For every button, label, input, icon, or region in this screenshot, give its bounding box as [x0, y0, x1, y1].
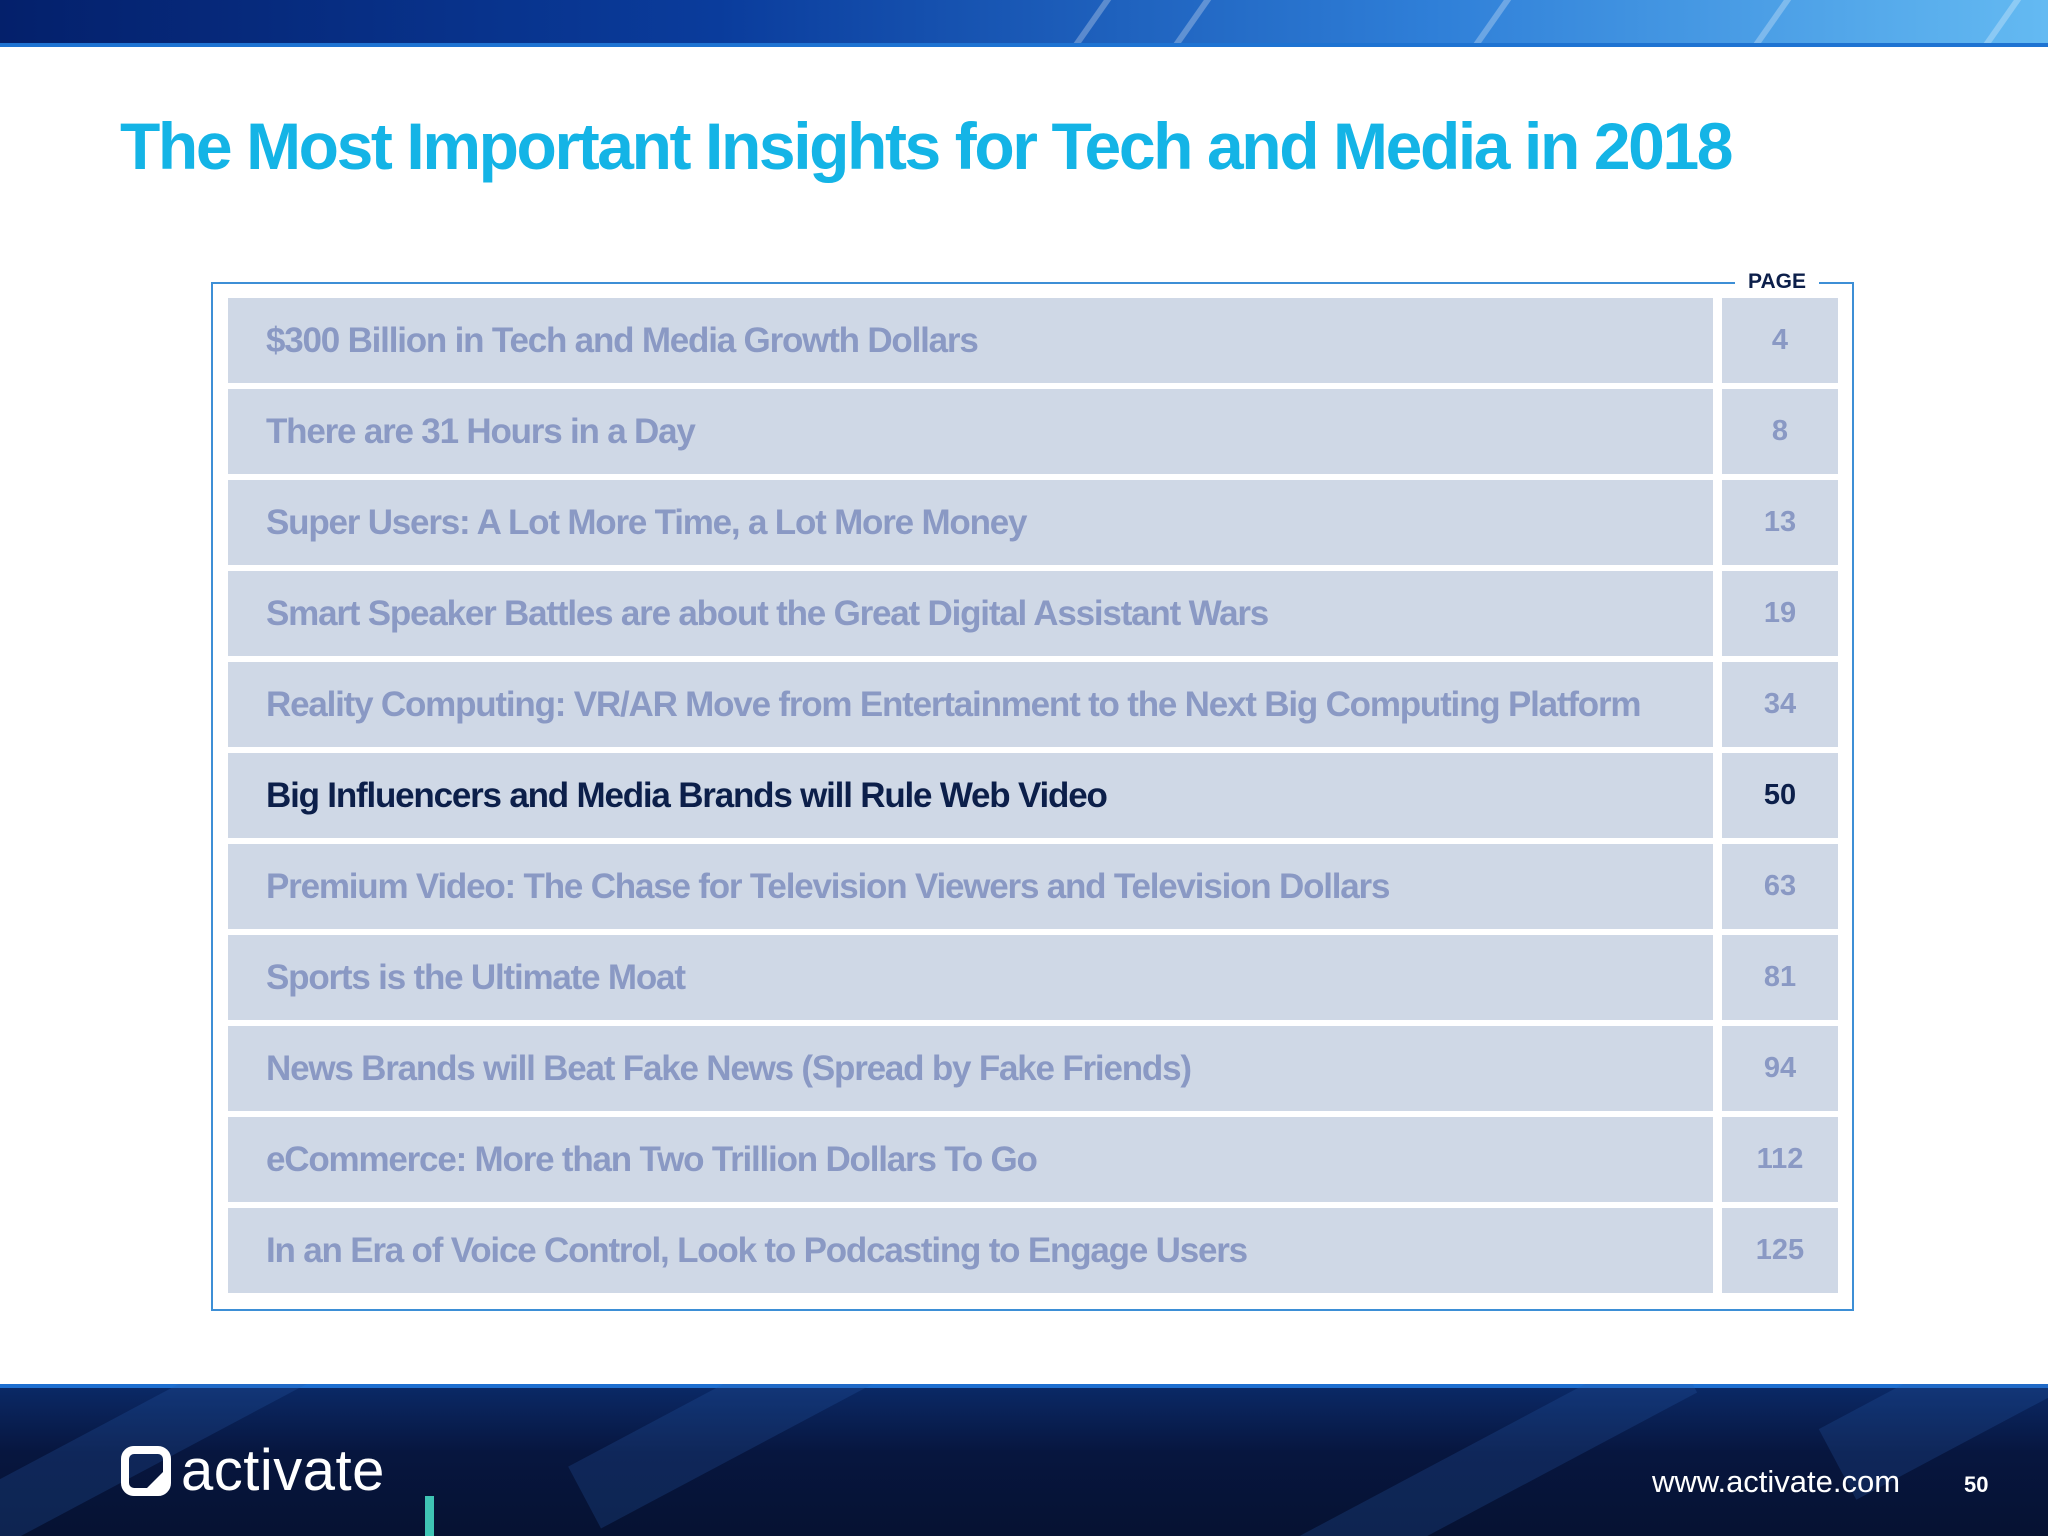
toc-page-cell: 63 — [1722, 844, 1838, 929]
toc-title-cell: Sports is the Ultimate Moat — [228, 935, 1713, 1020]
toc-title-cell: Super Users: A Lot More Time, a Lot More… — [228, 480, 1713, 565]
logo-wordmark: activate — [181, 1438, 385, 1503]
toc-page-number: 8 — [1771, 415, 1789, 447]
activate-logo[interactable]: activate — [121, 1438, 385, 1503]
toc-row[interactable]: There are 31 Hours in a Day 8 — [228, 389, 1838, 474]
banner-stripe — [1448, 0, 1518, 47]
toc-title: Smart Speaker Battles are about the Grea… — [266, 593, 1269, 633]
top-banner — [0, 0, 2048, 47]
banner-stripe — [1728, 0, 1798, 47]
toc-row[interactable]: News Brands will Beat Fake News (Spread … — [228, 1026, 1838, 1111]
toc-row[interactable]: In an Era of Voice Control, Look to Podc… — [228, 1208, 1838, 1293]
footer-decoration — [1262, 1384, 1698, 1536]
toc-page-cell: 94 — [1722, 1026, 1838, 1111]
toc-row[interactable]: Premium Video: The Chase for Television … — [228, 844, 1838, 929]
toc-list: $300 Billion in Tech and Media Growth Do… — [228, 298, 1838, 1299]
footer: activate www.activate.com 50 — [0, 1384, 2048, 1536]
toc-title-cell: $300 Billion in Tech and Media Growth Do… — [228, 298, 1713, 383]
toc-page-cell: 50 — [1722, 753, 1838, 838]
toc-row[interactable]: Smart Speaker Battles are about the Grea… — [228, 571, 1838, 656]
toc-title: Super Users: A Lot More Time, a Lot More… — [266, 502, 1027, 542]
toc-row[interactable]: Reality Computing: VR/AR Move from Enter… — [228, 662, 1838, 747]
toc-title: Reality Computing: VR/AR Move from Enter… — [266, 684, 1642, 724]
toc-row[interactable]: Super Users: A Lot More Time, a Lot More… — [228, 480, 1838, 565]
toc-page-number: 94 — [1763, 1052, 1797, 1084]
toc-page-cell: 112 — [1722, 1117, 1838, 1202]
toc-page-cell: 4 — [1722, 298, 1838, 383]
toc-title-cell: News Brands will Beat Fake News (Spread … — [228, 1026, 1713, 1111]
toc-row-active[interactable]: Big Influencers and Media Brands will Ru… — [228, 753, 1838, 838]
toc-page-cell: 34 — [1722, 662, 1838, 747]
toc-page-number: 4 — [1771, 324, 1789, 356]
toc-title: Premium Video: The Chase for Television … — [266, 866, 1390, 906]
toc-page-number: 13 — [1763, 506, 1797, 538]
toc-page-number: 34 — [1763, 688, 1797, 720]
toc-row[interactable]: $300 Billion in Tech and Media Growth Do… — [228, 298, 1838, 383]
toc-page-number: 125 — [1755, 1234, 1805, 1266]
toc-page-cell: 8 — [1722, 389, 1838, 474]
toc-title-cell: In an Era of Voice Control, Look to Podc… — [228, 1208, 1713, 1293]
banner-edge — [0, 43, 2048, 47]
toc-page-cell: 19 — [1722, 571, 1838, 656]
page-column-header: PAGE — [1735, 268, 1819, 296]
banner-stripe — [1958, 0, 2028, 47]
toc-page-cell: 125 — [1722, 1208, 1838, 1293]
toc-title: eCommerce: More than Two Trillion Dollar… — [266, 1139, 1038, 1179]
toc-title: In an Era of Voice Control, Look to Podc… — [266, 1230, 1248, 1270]
toc-page-cell: 81 — [1722, 935, 1838, 1020]
toc-title: $300 Billion in Tech and Media Growth Do… — [266, 320, 979, 360]
toc-title-cell: Smart Speaker Battles are about the Grea… — [228, 571, 1713, 656]
toc-title-cell: eCommerce: More than Two Trillion Dollar… — [228, 1117, 1713, 1202]
toc-title-cell: Reality Computing: VR/AR Move from Enter… — [228, 662, 1713, 747]
toc-page-number: 19 — [1763, 597, 1797, 629]
toc-title: News Brands will Beat Fake News (Spread … — [266, 1048, 1192, 1088]
footer-url-link[interactable]: www.activate.com — [1652, 1464, 1901, 1499]
toc-title-cell: Big Influencers and Media Brands will Ru… — [228, 753, 1713, 838]
toc-title: Big Influencers and Media Brands will Ru… — [266, 775, 1108, 815]
toc-page-cell: 13 — [1722, 480, 1838, 565]
toc-title: There are 31 Hours in a Day — [266, 411, 696, 451]
toc-title: Sports is the Ultimate Moat — [266, 957, 686, 997]
toc-row[interactable]: eCommerce: More than Two Trillion Dollar… — [228, 1117, 1838, 1202]
toc-title-cell: There are 31 Hours in a Day — [228, 389, 1713, 474]
page-title: The Most Important Insights for Tech and… — [120, 109, 1733, 183]
toc-frame — [211, 282, 1854, 1311]
toc-page-number: 50 — [1763, 779, 1797, 811]
banner-stripe — [1048, 0, 1118, 47]
toc-page-number: 112 — [1756, 1143, 1804, 1175]
footer-page-number: 50 — [1964, 1472, 1989, 1497]
toc-title-cell: Premium Video: The Chase for Television … — [228, 844, 1713, 929]
activate-logo-icon — [121, 1446, 173, 1496]
footer-edge — [0, 1384, 2048, 1388]
footer-decoration — [568, 1384, 972, 1529]
toc-page-number: 63 — [1763, 870, 1797, 902]
banner-stripe — [1148, 0, 1218, 47]
toc-page-number: 81 — [1763, 961, 1797, 993]
toc-row[interactable]: Sports is the Ultimate Moat 81 — [228, 935, 1838, 1020]
logo-accent-bar — [425, 1496, 434, 1536]
